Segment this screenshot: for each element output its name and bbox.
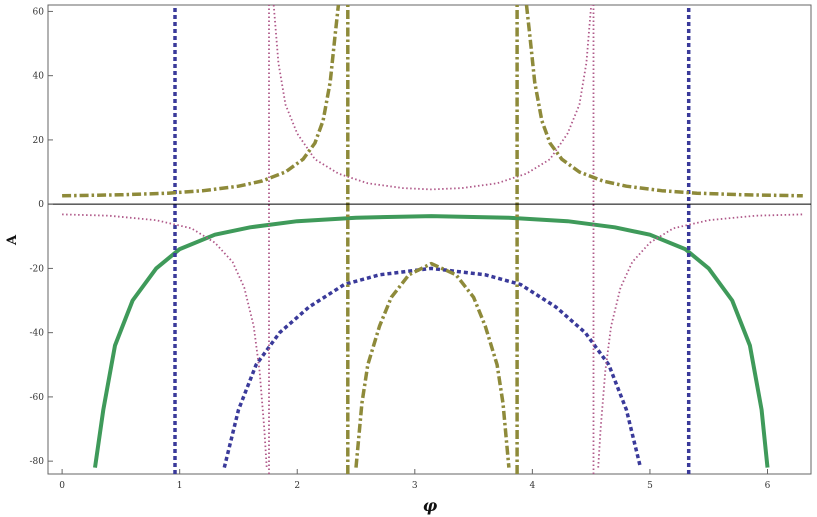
x-tick-label: 2 [294, 481, 300, 491]
series-layer [62, 5, 803, 474]
plot-frame [47, 4, 812, 475]
y-tick-label: 20 [33, 136, 45, 146]
y-tick-label: -20 [30, 264, 45, 274]
x-tick-label: 4 [530, 481, 536, 491]
series-line-dashed [222, 266, 643, 469]
y-tick-label: 60 [33, 7, 45, 17]
x-tick-label: 1 [177, 481, 183, 491]
y-tick-label: 0 [38, 200, 44, 210]
y-tick-label: -40 [30, 329, 45, 339]
y-tick-label: -60 [30, 393, 45, 403]
series-line-solid [93, 214, 770, 468]
series-line-dotted [62, 213, 268, 468]
x-axis-title: φ [423, 496, 438, 515]
y-axis: -80 -60 -40 -20 0 20 40 60 [30, 7, 53, 467]
x-tick-label: 5 [647, 481, 653, 491]
y-axis-title: A [5, 234, 20, 246]
x-tick-label: 6 [765, 481, 771, 491]
series-line-dotted [272, 5, 593, 191]
x-axis: 0 1 2 3 4 5 6 [59, 469, 771, 491]
x-tick-label: 3 [412, 481, 418, 491]
series-line-dashdot [524, 5, 803, 198]
y-tick-label: 40 [33, 72, 45, 82]
x-tick-label: 0 [59, 481, 65, 491]
series-line-dashdot [62, 5, 341, 198]
series-line-dotted [597, 213, 803, 468]
series-line-dashdot [354, 261, 511, 468]
y-tick-label: -80 [30, 457, 45, 467]
